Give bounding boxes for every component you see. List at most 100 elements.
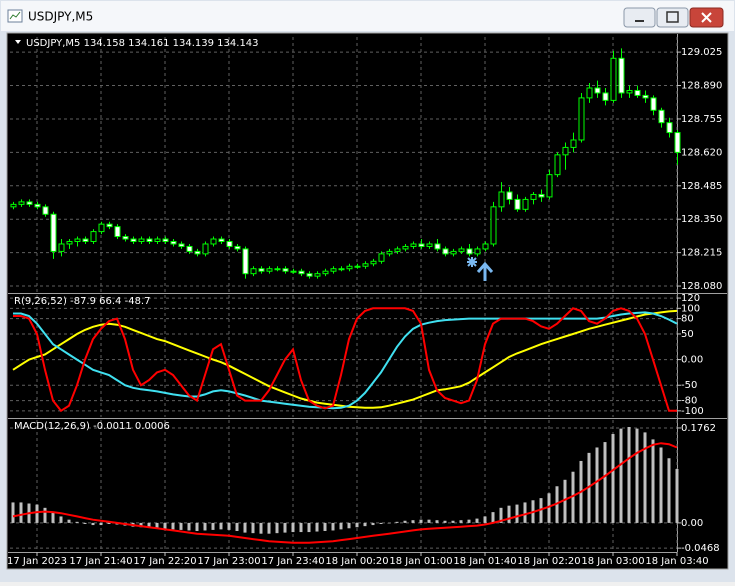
histogram-bar bbox=[379, 522, 383, 524]
candle-body bbox=[42, 206, 49, 215]
candle-body bbox=[482, 243, 489, 250]
histogram-bar bbox=[467, 519, 471, 523]
candle-body bbox=[418, 243, 425, 247]
candle-body bbox=[474, 248, 481, 255]
histogram-bar bbox=[347, 522, 351, 529]
candle-body bbox=[498, 191, 505, 208]
y-tick-label: 128.755 bbox=[681, 114, 722, 125]
x-tick-label: 18 Jan 03:40 bbox=[645, 556, 708, 567]
histogram-bar bbox=[171, 522, 175, 530]
histogram-bar bbox=[315, 522, 319, 532]
y-tick-label: -80 bbox=[681, 396, 697, 407]
y-tick-label: -50 bbox=[681, 380, 697, 391]
minimize-button[interactable] bbox=[623, 7, 656, 28]
candle-body bbox=[610, 57, 617, 101]
x-tick-label: 17 Jan 23:40 bbox=[261, 556, 324, 567]
y-tick-label: 128.890 bbox=[681, 81, 722, 92]
histogram-bar bbox=[563, 479, 567, 523]
y-tick-label: 0.00 bbox=[681, 355, 703, 366]
x-tick-label: 17 Jan 23:00 bbox=[197, 556, 260, 567]
x-tick-label: 18 Jan 02:20 bbox=[517, 556, 580, 567]
candle-body bbox=[218, 238, 225, 242]
candle-body bbox=[514, 198, 521, 210]
histogram-bar bbox=[243, 522, 247, 533]
histogram-bar bbox=[83, 522, 87, 524]
candle-body bbox=[522, 198, 529, 210]
buy-arrow bbox=[476, 261, 494, 281]
histogram-bar bbox=[227, 522, 231, 530]
candle-body bbox=[82, 238, 89, 242]
candle-body bbox=[562, 146, 569, 156]
histogram-bar bbox=[163, 522, 167, 529]
histogram-bar bbox=[211, 522, 215, 530]
histogram-bar bbox=[355, 522, 359, 528]
candle-body bbox=[146, 238, 153, 242]
histogram-bar bbox=[507, 505, 511, 523]
candle-body bbox=[370, 260, 377, 265]
histogram-bar bbox=[403, 520, 407, 523]
candle-body bbox=[74, 238, 81, 242]
candle-body bbox=[130, 238, 137, 242]
y-tick-label: 128.485 bbox=[681, 181, 722, 192]
histogram-bar bbox=[59, 516, 63, 523]
histogram-bar bbox=[611, 434, 615, 523]
candle-body bbox=[554, 154, 561, 176]
candle-body bbox=[650, 97, 657, 111]
candle-body bbox=[402, 245, 409, 250]
candle-body bbox=[570, 139, 577, 148]
candle-body bbox=[298, 270, 305, 275]
candle-body bbox=[490, 206, 497, 245]
histogram-bar bbox=[619, 428, 623, 523]
candle-body bbox=[34, 203, 41, 208]
histogram-bar bbox=[35, 504, 39, 523]
y-tick-label: 80 bbox=[681, 314, 694, 325]
candle-body bbox=[618, 57, 625, 94]
histogram-bar bbox=[675, 469, 679, 523]
histogram-bar bbox=[459, 520, 463, 523]
panel-title: USDJPY,M5 134.158 134.161 134.139 134.14… bbox=[26, 38, 259, 49]
maximize-button[interactable] bbox=[656, 7, 689, 28]
histogram-bar bbox=[659, 447, 663, 523]
x-tick-label: 17 Jan 2023 bbox=[7, 556, 67, 567]
candle-body bbox=[26, 201, 33, 205]
histogram-bar bbox=[443, 520, 447, 523]
candle-body bbox=[394, 248, 401, 252]
histogram-bar bbox=[555, 486, 559, 523]
histogram-bar bbox=[219, 522, 223, 530]
histogram-bar bbox=[515, 504, 519, 523]
candle-body bbox=[106, 223, 113, 228]
histogram-bar bbox=[483, 516, 487, 523]
histogram-bar bbox=[99, 522, 103, 526]
x-tick-label: 18 Jan 03:00 bbox=[581, 556, 644, 567]
candle-body bbox=[642, 94, 649, 99]
candle-body bbox=[66, 240, 73, 245]
candle-body bbox=[330, 268, 337, 272]
y-tick-label: 128.215 bbox=[681, 248, 722, 259]
histogram-bar bbox=[419, 519, 423, 523]
histogram-bar bbox=[179, 522, 183, 530]
histogram-bar bbox=[523, 502, 527, 523]
candle-body bbox=[658, 109, 665, 124]
candle-body bbox=[666, 122, 673, 134]
candle-body bbox=[594, 87, 601, 94]
indicator-line bbox=[13, 307, 677, 413]
histogram-bar bbox=[147, 522, 151, 528]
histogram-bar bbox=[339, 522, 343, 530]
title-bar: USDJPY,M5 bbox=[1, 1, 734, 31]
histogram-bar bbox=[75, 521, 79, 523]
candle-body bbox=[306, 273, 313, 277]
histogram-bar bbox=[427, 519, 431, 523]
histogram-bar bbox=[203, 522, 207, 531]
histogram-bar bbox=[635, 428, 639, 523]
candle-body bbox=[450, 250, 457, 255]
histogram-bar bbox=[491, 512, 495, 523]
histogram-bar bbox=[307, 522, 311, 533]
histogram-bar bbox=[11, 502, 15, 523]
panel-title: R(9,26,52) -87.9 66.4 -48.7 bbox=[14, 296, 150, 307]
histogram-bar bbox=[155, 522, 159, 529]
candle-body bbox=[154, 238, 161, 242]
candle-body bbox=[346, 265, 353, 270]
candle-body bbox=[18, 201, 25, 205]
y-tick-label: 128.350 bbox=[681, 214, 722, 225]
